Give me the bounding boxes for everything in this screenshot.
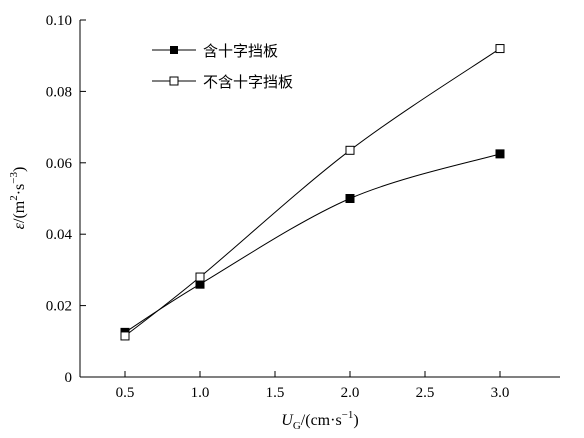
legend: 含十字挡板 不含十字挡板 [152,42,293,91]
y-tick-label: 0.04 [46,227,73,243]
series-layer [120,44,505,341]
y-tick-label: 0.06 [46,156,73,172]
x-tick-label: 2.0 [341,385,360,401]
y-tick-label: 0.08 [46,84,72,100]
y-tick-label: 0.02 [46,299,72,315]
series-1-point [495,149,505,159]
y-tick-label: 0.10 [46,13,72,29]
series-2-point [120,331,130,341]
plot-frame [79,20,560,378]
legend-label-series-1: 含十字挡板 [203,42,278,60]
x-tick-label: 3.0 [491,385,510,401]
x-ticks: 0.5 1.0 1.5 2.0 2.5 3.0 [116,371,510,401]
series-2-point [195,272,205,282]
x-tick-label: 0.5 [116,385,135,401]
y-axis-label: ε/(m2·s−3) [8,167,28,230]
legend-label-series-2: 不含十字挡板 [203,73,293,91]
series-2-point [495,44,505,54]
y-tick-label: 0 [65,370,73,386]
legend-marker-series-2 [169,76,179,86]
x-tick-label: 2.5 [416,385,435,401]
x-tick-label: 1.0 [191,385,210,401]
x-tick-label: 1.5 [266,385,285,401]
series-2-line [124,48,501,337]
series-1-point [345,194,355,203]
series-2-point [345,145,355,155]
y-ticks: 0 0.02 0.04 0.06 0.08 0.10 [46,13,86,386]
x-axis-label: UG/(cm·s−1) [281,409,358,432]
legend-marker-series-1 [170,46,178,54]
